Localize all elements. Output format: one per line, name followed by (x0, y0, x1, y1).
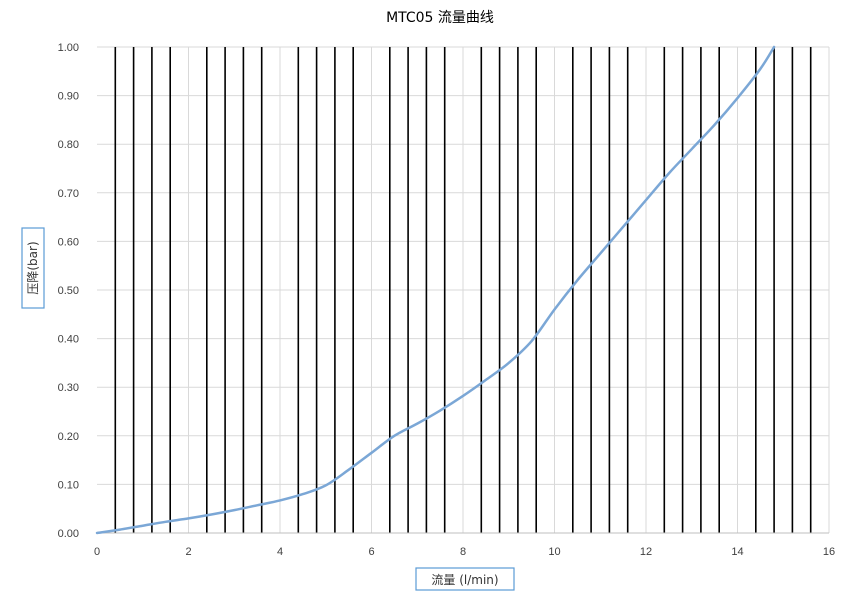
tick-labels: 0 2 4 6 8 10 12 14 16 0.00 0.10 0.20 0.30 0.40 0.50 0.6… (58, 42, 836, 558)
x-tick-label: 10 (548, 546, 560, 558)
series-layer (95, 45, 776, 535)
y-tick-label: 0.00 (58, 528, 79, 540)
x-tick-label: 8 (460, 546, 466, 558)
y-tick-label: 0.30 (58, 382, 79, 394)
y-tick-label: 0.60 (58, 236, 79, 248)
y-tick-label: 0.40 (58, 334, 79, 346)
y-axis-label-box (21, 227, 45, 309)
x-tick-label: 12 (640, 546, 652, 558)
x-tick-label: 16 (823, 546, 835, 558)
chart-title: MTC05 流量曲线 (386, 10, 494, 26)
x-tick-label: 14 (731, 546, 743, 558)
x-tick-label: 2 (185, 546, 191, 558)
y-tick-label: 0.10 (58, 479, 79, 491)
y-tick-label: 0.90 (58, 91, 79, 103)
y-tick-label: 1.00 (58, 42, 79, 54)
y-tick-label: 0.80 (58, 139, 79, 151)
x-axis-label: 流量 (l/min) (431, 573, 498, 587)
y-tick-label: 0.70 (58, 188, 79, 200)
x-tick-label: 4 (277, 546, 283, 558)
x-tick-label: 6 (368, 546, 374, 558)
y-tick-label: 0.20 (58, 431, 79, 443)
x-axis-label-box (415, 567, 515, 591)
dark-vertical-grid (114, 47, 812, 533)
y-tick-label: 0.50 (58, 285, 79, 297)
series-line (95, 45, 776, 535)
y-axis-label: 压降(bar) (26, 241, 40, 294)
x-tick-label: 0 (94, 546, 100, 558)
